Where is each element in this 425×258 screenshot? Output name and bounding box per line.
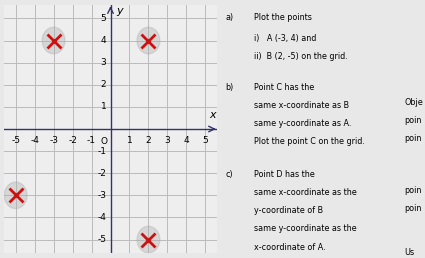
Circle shape (4, 182, 27, 209)
Text: poin: poin (404, 116, 422, 125)
Text: a): a) (225, 13, 233, 22)
Text: Point C has the: Point C has the (254, 83, 314, 92)
Text: 1: 1 (101, 102, 106, 111)
Text: x: x (209, 110, 216, 120)
Text: same x-coordinate as the: same x-coordinate as the (254, 188, 357, 197)
Text: -1: -1 (97, 147, 106, 156)
Text: poin: poin (404, 134, 422, 143)
Text: x-coordinate of A.: x-coordinate of A. (254, 243, 326, 252)
Circle shape (137, 27, 160, 54)
Text: 1: 1 (127, 136, 132, 145)
Text: O: O (100, 138, 107, 146)
Text: -3: -3 (49, 136, 58, 145)
Text: poin: poin (404, 204, 422, 213)
Text: poin: poin (404, 186, 422, 195)
Text: 4: 4 (184, 136, 189, 145)
Text: -2: -2 (97, 169, 106, 178)
Text: same y-coordinate as A.: same y-coordinate as A. (254, 119, 351, 128)
Text: same x-coordinate as B: same x-coordinate as B (254, 101, 349, 110)
Text: -3: -3 (97, 191, 106, 200)
Text: 3: 3 (101, 58, 106, 67)
Text: 2: 2 (146, 136, 151, 145)
Text: -5: -5 (97, 235, 106, 244)
Text: Us: Us (404, 248, 414, 257)
Text: c): c) (225, 170, 233, 179)
Text: Obje: Obje (404, 98, 423, 107)
Text: y: y (116, 6, 123, 16)
Text: i)   A (-3, 4) and: i) A (-3, 4) and (254, 34, 317, 43)
Text: -4: -4 (97, 213, 106, 222)
Text: Plot the points: Plot the points (254, 13, 312, 22)
Circle shape (137, 226, 160, 253)
Text: 2: 2 (101, 80, 106, 89)
Text: y-coordinate of B: y-coordinate of B (254, 206, 323, 215)
Circle shape (42, 27, 65, 54)
Text: Plot the point C on the grid.: Plot the point C on the grid. (254, 137, 365, 146)
Text: b): b) (225, 83, 233, 92)
Text: same y-coordinate as the: same y-coordinate as the (254, 224, 357, 233)
Text: Point D has the: Point D has the (254, 170, 315, 179)
Text: -4: -4 (30, 136, 39, 145)
Text: ii)  B (2, -5) on the grid.: ii) B (2, -5) on the grid. (254, 52, 348, 61)
Text: 3: 3 (164, 136, 170, 145)
Text: -1: -1 (87, 136, 96, 145)
Text: 5: 5 (202, 136, 208, 145)
Text: -2: -2 (68, 136, 77, 145)
Text: 4: 4 (101, 36, 106, 45)
Text: -5: -5 (11, 136, 20, 145)
Text: 5: 5 (101, 14, 106, 23)
